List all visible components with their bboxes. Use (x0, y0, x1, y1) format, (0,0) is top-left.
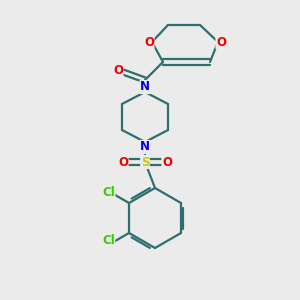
Text: N: N (140, 140, 150, 154)
Text: Cl: Cl (102, 235, 115, 248)
Text: O: O (162, 155, 172, 169)
Text: O: O (144, 35, 154, 49)
Text: N: N (140, 80, 150, 94)
Text: O: O (118, 155, 128, 169)
Text: Cl: Cl (102, 187, 115, 200)
Text: O: O (216, 35, 226, 49)
Text: S: S (141, 155, 149, 169)
Text: O: O (113, 64, 123, 77)
